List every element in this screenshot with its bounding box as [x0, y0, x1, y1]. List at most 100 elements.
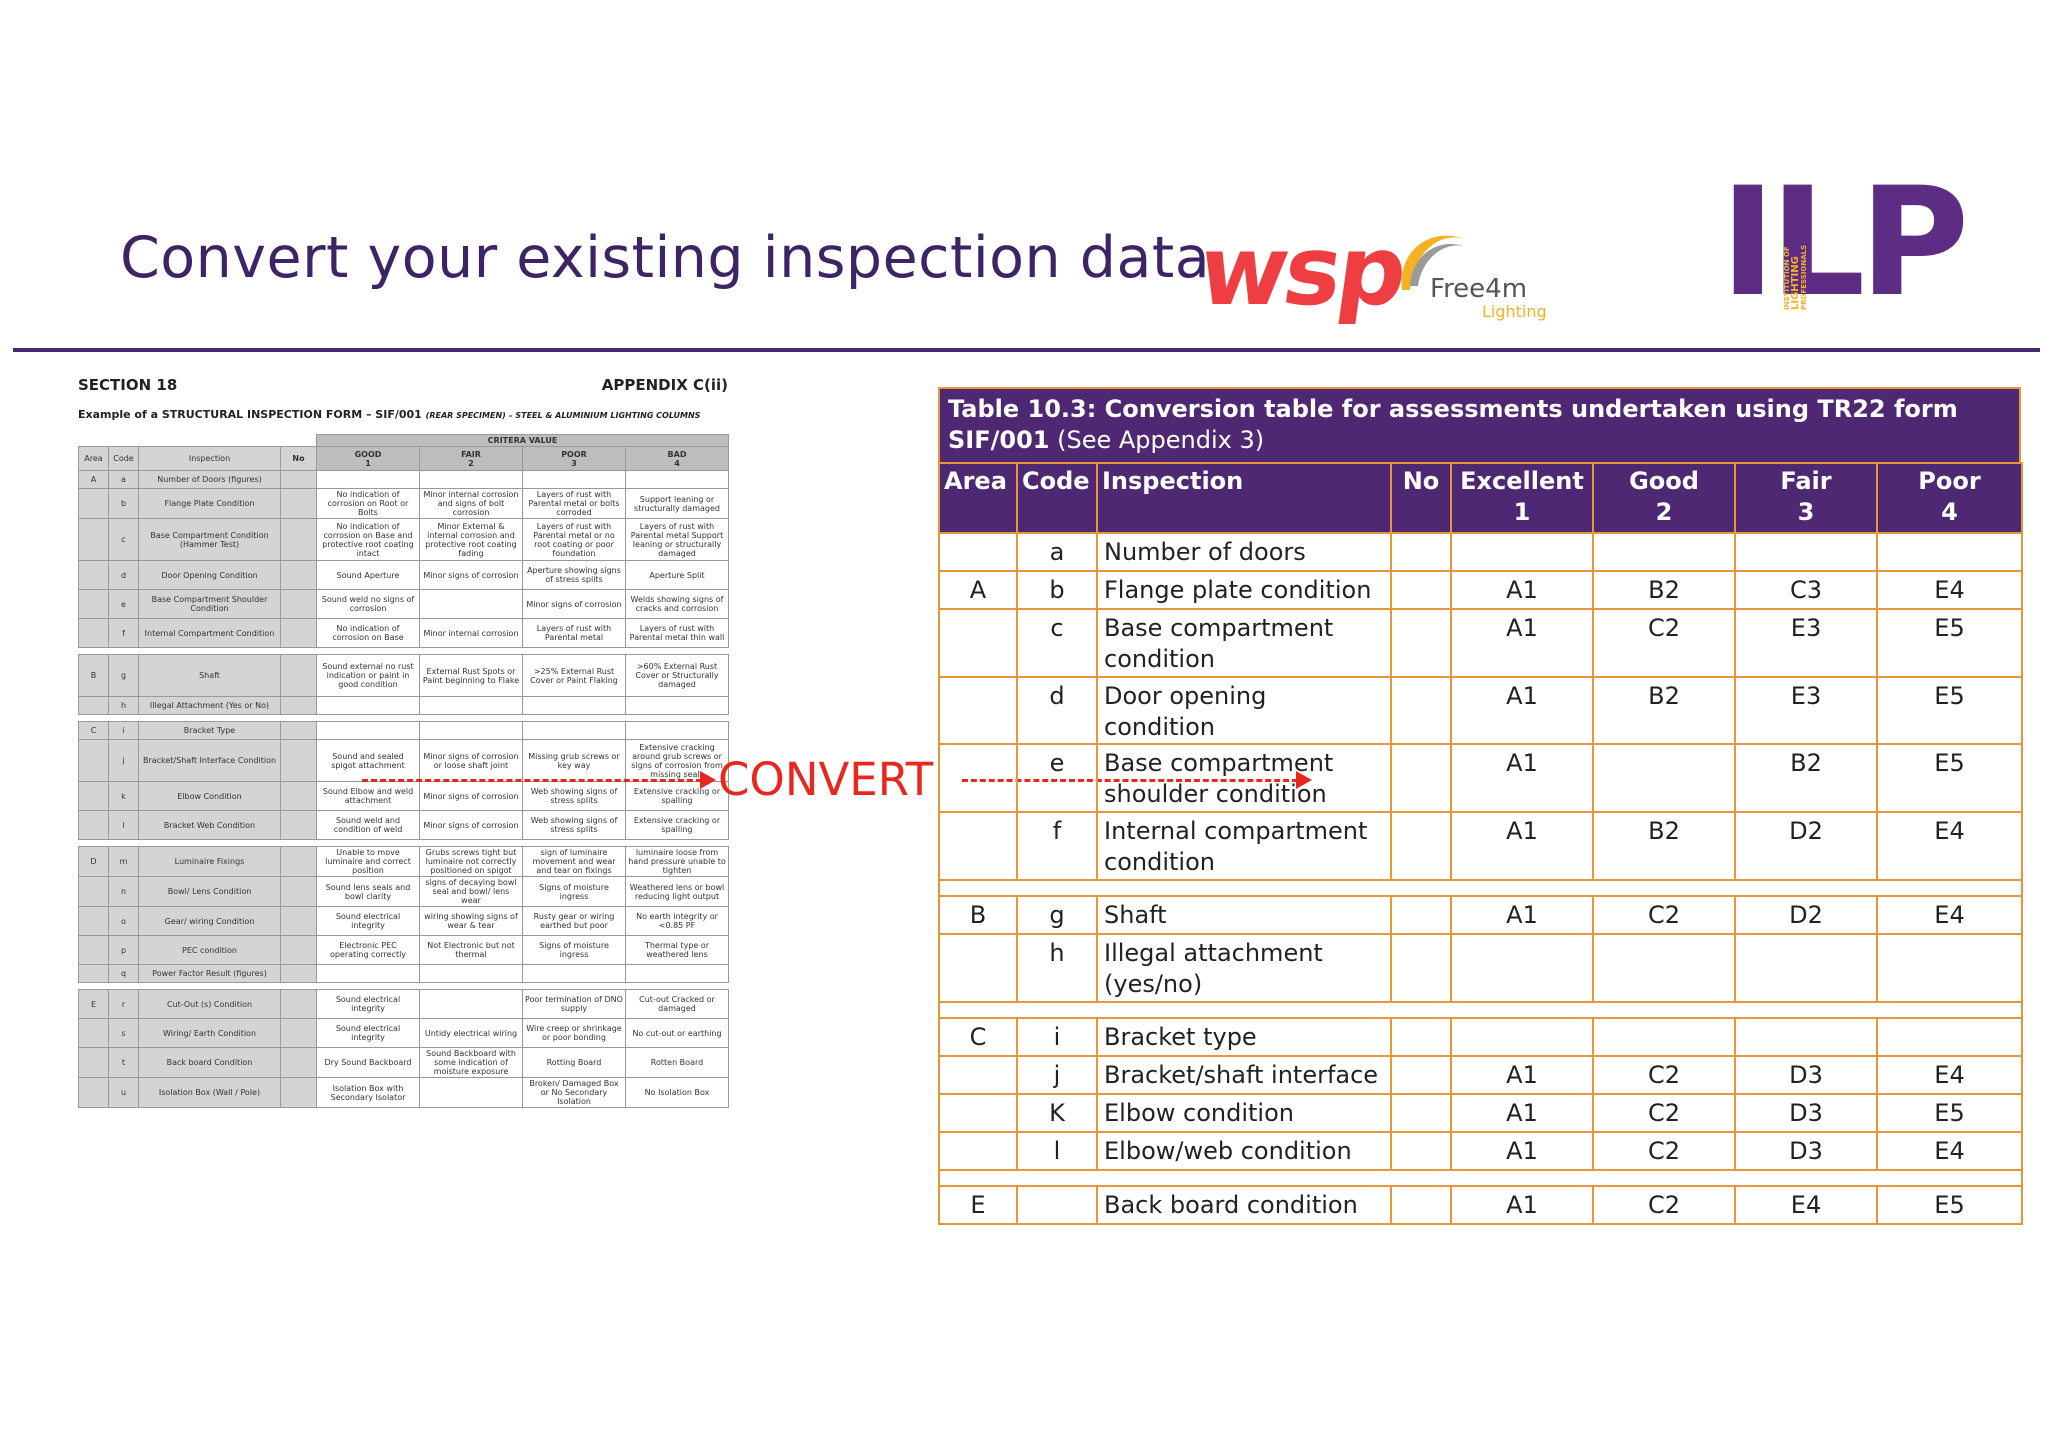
area-cell: E — [938, 1185, 1018, 1225]
table-row: d Door opening condition A1 B2 E3 E5 — [938, 676, 2023, 745]
form-area-cell: C — [78, 721, 109, 740]
form-good-cell: Electronic PEC operating correctly — [316, 935, 420, 965]
form-good-cell: Sound external no rust indication or pai… — [316, 654, 420, 697]
form-row: q Power Factor Result (figures) — [78, 964, 729, 983]
form-no-cell — [280, 470, 317, 489]
no-cell — [1390, 608, 1452, 678]
form-no-cell — [280, 721, 317, 740]
form-poor-cell: Layers of rust with Parental metal or bo… — [522, 488, 626, 519]
form-code-cell: k — [108, 781, 139, 811]
good-cell: C2 — [1592, 608, 1736, 678]
form-code-cell: a — [108, 470, 139, 489]
form-appendix-label: APPENDIX C(ii) — [601, 376, 728, 394]
form-inspection-cell: Back board Condition — [138, 1047, 281, 1078]
code-cell: a — [1016, 532, 1098, 572]
poor-cell: E5 — [1876, 743, 2023, 813]
fair-cell: D2 — [1734, 895, 1878, 935]
form-good-cell: No indication of corrosion on Base — [316, 618, 420, 648]
arrow-right-icon — [700, 771, 716, 789]
inspection-cell: Shaft — [1096, 895, 1392, 935]
form-col-code: Code — [108, 446, 139, 471]
excellent-cell: A1 — [1450, 1093, 1594, 1133]
inspection-cell: Bracket/shaft interface — [1096, 1055, 1392, 1095]
form-no-cell — [280, 518, 317, 561]
form-inspection-cell: Isolation Box (Wall / Pole) — [138, 1077, 281, 1108]
table-row: h Illegal attachment (yes/no) — [938, 933, 2023, 1003]
no-cell — [1390, 743, 1452, 813]
inspection-cell: Internal compartment condition — [1096, 811, 1392, 881]
form-fair-cell — [419, 1077, 523, 1108]
form-good-cell: Sound electrical integrity — [316, 1018, 420, 1048]
form-no-cell — [280, 560, 317, 590]
form-inspection-cell: Base Compartment Condition (Hammer Test) — [138, 518, 281, 561]
form-fair-cell — [419, 989, 523, 1019]
inspection-cell: Flange plate condition — [1096, 570, 1392, 610]
form-poor-cell — [522, 964, 626, 983]
code-cell: i — [1016, 1017, 1098, 1057]
poor-cell: E5 — [1876, 1185, 2023, 1225]
form-poor-cell: Minor signs of corrosion — [522, 589, 626, 619]
form-row: u Isolation Box (Wall / Pole) Isolation Bo… — [78, 1077, 729, 1108]
code-cell: l — [1016, 1131, 1098, 1171]
form-fair-cell: Minor signs of corrosion — [419, 781, 523, 811]
fair-cell — [1734, 933, 1878, 1003]
col-poor: Poor 4 — [1876, 462, 2023, 534]
no-cell — [1390, 933, 1452, 1003]
form-inspection-cell: Elbow Condition — [138, 781, 281, 811]
form-bad-cell: No earth integrity or <0.85 PF — [625, 906, 729, 936]
form-code-cell: q — [108, 964, 139, 983]
excellent-cell: A1 — [1450, 1131, 1594, 1171]
no-cell — [1390, 895, 1452, 935]
form-good-cell: Sound and sealed spigot attachment — [316, 739, 420, 782]
svg-text:INSTITUTION OF: INSTITUTION OF — [1783, 246, 1791, 310]
form-row: p PEC condition Electronic PEC operating c… — [78, 935, 729, 965]
area-cell — [938, 811, 1018, 881]
area-cell: A — [938, 570, 1018, 610]
form-bad-cell: luminaire loose from hand pressure unabl… — [625, 846, 729, 877]
form-fair-cell — [419, 721, 523, 740]
form-poor-cell: Rotting Board — [522, 1047, 626, 1078]
form-good-cell — [316, 696, 420, 715]
form-good-cell: No indication of corrosion on Root or Bo… — [316, 488, 420, 519]
form-good-cell: Sound lens seals and bowl clarity — [316, 876, 420, 907]
form-bad-cell — [625, 721, 729, 740]
form-poor-cell: Signs of moisture ingress — [522, 935, 626, 965]
inspection-cell: Base compartment condition — [1096, 608, 1392, 678]
form-no-cell — [280, 1018, 317, 1048]
form-code-cell: n — [108, 876, 139, 907]
area-cell — [938, 1055, 1018, 1095]
form-code-cell: e — [108, 589, 139, 619]
form-no-cell — [280, 696, 317, 715]
poor-cell: E4 — [1876, 570, 2023, 610]
table-row: E Back board condition A1 C2 E4 E5 — [938, 1185, 2023, 1225]
inspection-cell: Elbow condition — [1096, 1093, 1392, 1133]
area-cell — [938, 933, 1018, 1003]
excellent-cell — [1450, 1017, 1594, 1057]
criteria-header: CRITERA VALUE — [316, 434, 729, 447]
area-cell: C — [938, 1017, 1018, 1057]
col-code: Code — [1016, 462, 1098, 534]
good-cell: C2 — [1592, 1093, 1736, 1133]
form-fair-cell — [419, 470, 523, 489]
form-fair-cell: signs of decaying bowl seal and bowl/ le… — [419, 876, 523, 907]
form-code-cell: m — [108, 846, 139, 877]
form-poor-cell: sign of luminaire movement and wear and … — [522, 846, 626, 877]
form-no-cell — [280, 989, 317, 1019]
ilp-wordmark: ILP — [1720, 156, 1969, 330]
form-area-cell — [78, 560, 109, 590]
form-bad-cell: Layers of rust with Parental metal Suppo… — [625, 518, 729, 561]
form-separator — [78, 982, 729, 990]
form-col-fair: FAIR 2 — [419, 446, 523, 471]
form-no-cell — [280, 964, 317, 983]
table-row: f Internal compartment condition A1 B2 D2 E4 — [938, 811, 2023, 881]
form-area-cell: B — [78, 654, 109, 697]
excellent-cell: A1 — [1450, 811, 1594, 881]
form-bad-cell: >60% External Rust Cover or Structurally… — [625, 654, 729, 697]
form-inspection-cell: Bracket Type — [138, 721, 281, 740]
form-good-cell: Sound Elbow and weld attachment — [316, 781, 420, 811]
good-cell — [1592, 743, 1736, 813]
form-col-good: GOOD 1 — [316, 446, 420, 471]
no-cell — [1390, 1017, 1452, 1057]
good-cell — [1592, 933, 1736, 1003]
